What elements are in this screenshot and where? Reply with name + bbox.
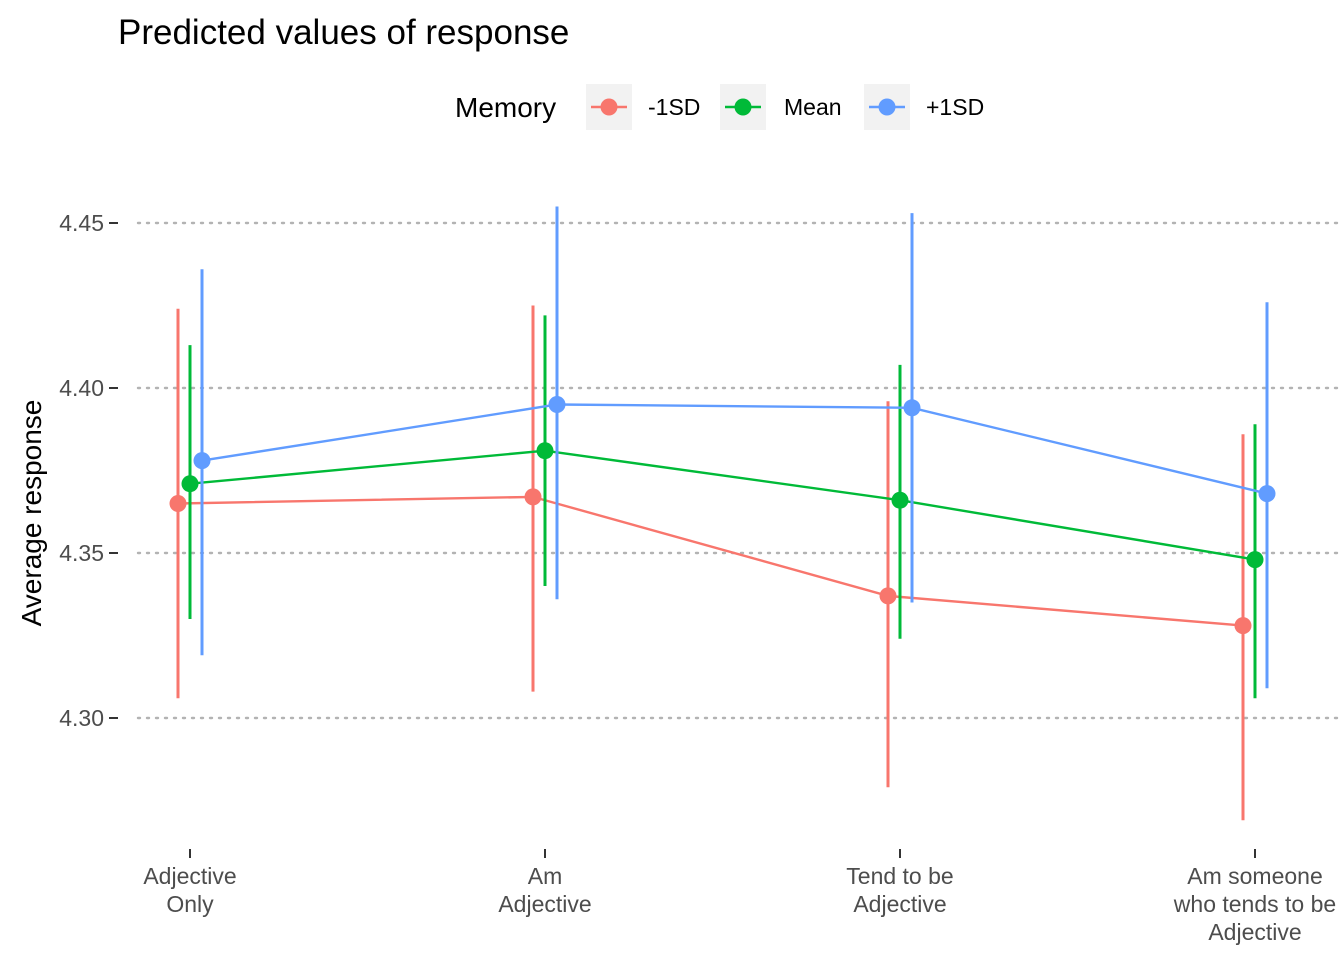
legend-key-point [734, 98, 752, 116]
grid [136, 221, 1344, 720]
y-tick-label: 4.45 [59, 210, 104, 236]
plot-marks [169, 206, 1276, 821]
legend-label: -1SD [648, 94, 700, 120]
data-point [1234, 617, 1252, 635]
legend-key-point [878, 98, 896, 116]
series-line [177, 495, 1244, 627]
series-Mean [181, 315, 1264, 699]
data-point [879, 587, 897, 605]
legend-label: Mean [784, 94, 842, 120]
data-point [193, 452, 211, 470]
data-point [903, 399, 921, 417]
data-point [524, 488, 542, 506]
data-point [536, 442, 554, 460]
y-tick-label: 4.35 [59, 540, 104, 566]
series--1SD [169, 305, 1252, 821]
x-tick-label: Am someone who tends to be Adjective [1173, 863, 1336, 945]
series-+1SD [193, 206, 1276, 689]
data-point [1246, 551, 1264, 569]
y-axis: 4.30 4.35 4.40 4.45 [59, 210, 118, 731]
data-point [1258, 485, 1276, 503]
x-tick-label: Adjective Only [143, 863, 236, 917]
data-point [181, 475, 199, 493]
legend-label: +1SD [926, 94, 984, 120]
x-tick-label: Tend to be Adjective [846, 863, 953, 917]
data-point [548, 396, 566, 413]
series-line [189, 449, 1256, 561]
legend-title: Memory [455, 92, 556, 123]
chart-title: Predicted values of response [118, 13, 569, 52]
x-axis: Adjective Only Am Adjective Tend to be Adject… [143, 849, 1336, 945]
data-point [891, 491, 909, 509]
data-point [169, 495, 187, 512]
y-tick-label: 4.40 [59, 375, 104, 401]
x-tick-label: Am Adjective [498, 863, 591, 917]
y-tick-label: 4.30 [59, 705, 104, 731]
y-axis-title: Average response [16, 400, 47, 627]
legend: Memory -1SD Mean +1SD [455, 84, 984, 130]
series-line [201, 403, 1268, 495]
legend-key-point [600, 98, 618, 116]
